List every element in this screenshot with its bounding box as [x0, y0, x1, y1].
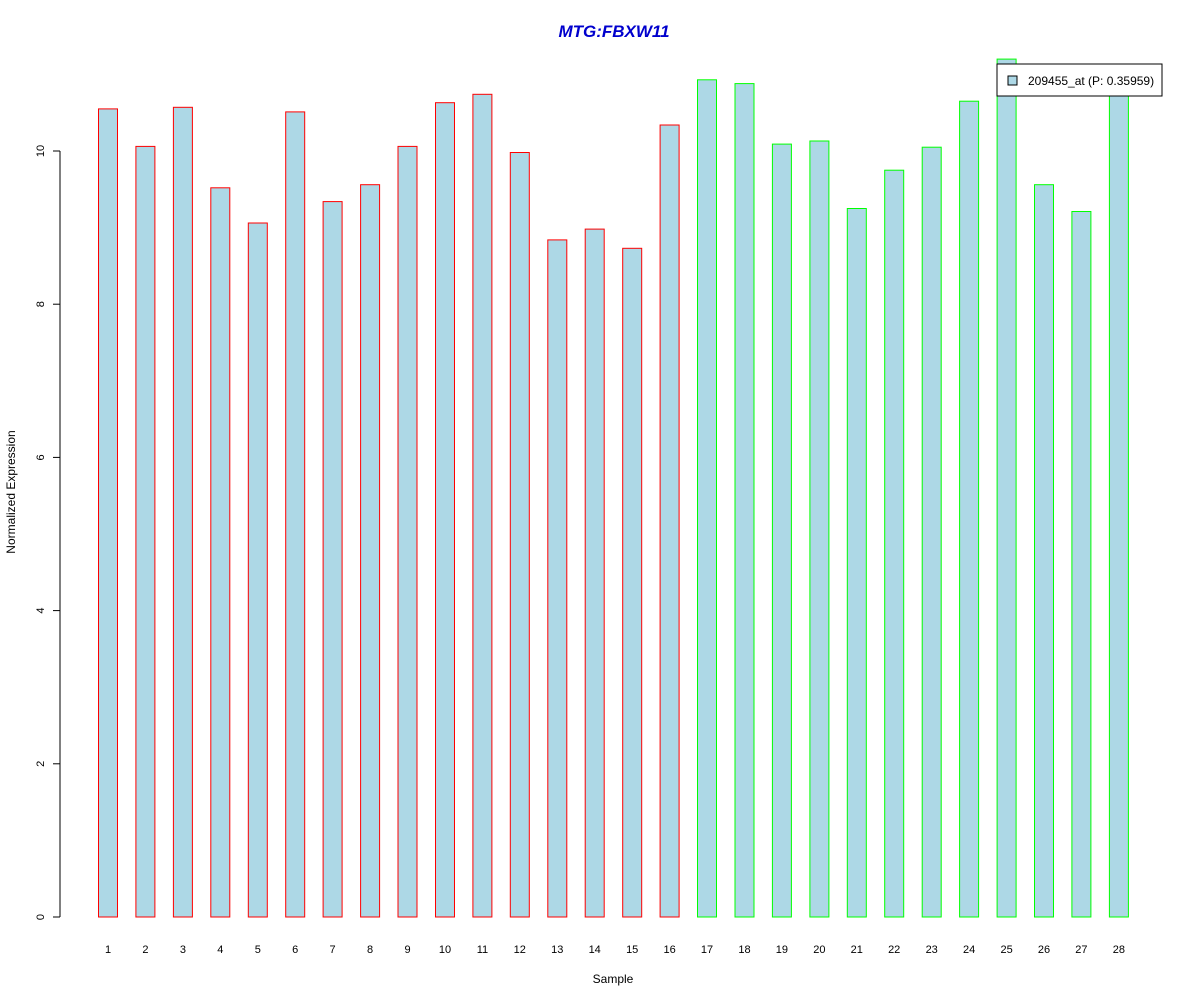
bar-sample-20: [809, 140, 830, 918]
x-tick-label: 22: [888, 944, 900, 956]
bar-sample-21: [846, 208, 867, 918]
x-tick-label: 8: [367, 944, 373, 956]
x-axis-labels: 1 2 3 4 5 6 7 8 9 10 11 12 13 14 15 16 17 18 19 20 21 22 23 24 2…: [105, 944, 1125, 956]
bar-sample-13: [547, 239, 568, 918]
x-tick-label: 16: [663, 944, 675, 956]
x-tick-label: 20: [813, 944, 825, 956]
legend-box: [996, 63, 1163, 97]
bar-sample-6: [285, 111, 306, 918]
x-tick-label: 13: [551, 944, 563, 956]
bar-sample-22: [884, 169, 905, 918]
bar-sample-26: [1034, 184, 1054, 918]
y-tick-label: 10: [35, 145, 47, 157]
bar-sample-24: [959, 100, 980, 918]
chart-title: MTG:FBXW11: [558, 22, 669, 41]
bar-sample-7: [322, 201, 343, 918]
bar-sample-27: [1071, 211, 1092, 918]
y-tick-label: 2: [35, 761, 47, 767]
x-tick-label: 12: [514, 944, 526, 956]
x-tick-label: 5: [255, 944, 261, 956]
bar-sample-4: [210, 187, 231, 918]
x-tick-label: 19: [776, 944, 788, 956]
x-tick-label: 14: [589, 944, 601, 956]
bar-sample-5: [247, 222, 268, 918]
y-axis: 0 2 4 6 8 10: [35, 145, 61, 920]
x-tick-label: 9: [404, 944, 410, 956]
bar-sample-11: [472, 93, 493, 918]
bar-sample-10: [435, 102, 455, 918]
y-axis-title: Normalized Expression: [4, 430, 18, 553]
bar-sample-28: [1108, 85, 1129, 918]
legend: 209455_at (P: 0.35959): [996, 63, 1163, 97]
x-tick-label: 2: [142, 944, 148, 956]
bar-sample-1: [98, 108, 118, 918]
bars-group: [98, 58, 1129, 918]
y-tick-label: 4: [35, 608, 47, 614]
x-tick-label: 18: [738, 944, 750, 956]
y-tick-label: 6: [35, 454, 47, 460]
x-tick-label: 10: [439, 944, 451, 956]
bar-sample-18: [734, 83, 755, 918]
x-tick-label: 11: [477, 944, 488, 956]
x-tick-label: 24: [963, 944, 975, 956]
bar-sample-2: [135, 145, 156, 918]
x-tick-label: 4: [217, 944, 223, 956]
x-tick-label: 6: [292, 944, 298, 956]
bar-sample-8: [360, 184, 381, 918]
legend-label: 209455_at (P: 0.35959): [1028, 74, 1154, 88]
x-tick-label: 1: [105, 944, 111, 956]
x-tick-label: 26: [1038, 944, 1050, 956]
x-tick-label: 15: [626, 944, 638, 956]
x-tick-label: 25: [1000, 944, 1012, 956]
x-axis-title: Sample: [593, 972, 634, 986]
bar-sample-23: [921, 146, 942, 918]
y-tick-label: 0: [35, 914, 47, 920]
bar-sample-17: [697, 79, 717, 918]
bar-sample-25: [996, 58, 1017, 918]
x-tick-label: 17: [701, 944, 713, 956]
bar-sample-3: [172, 106, 193, 918]
x-tick-label: 7: [330, 944, 336, 956]
bar-sample-12: [509, 152, 530, 918]
bar-sample-14: [584, 228, 605, 918]
x-tick-label: 23: [926, 944, 938, 956]
bar-sample-16: [659, 124, 680, 918]
x-tick-label: 21: [851, 944, 863, 956]
x-tick-label: 28: [1113, 944, 1125, 956]
x-tick-label: 27: [1075, 944, 1087, 956]
y-tick-label: 8: [35, 301, 47, 307]
bar-sample-9: [397, 145, 418, 918]
bar-sample-15: [622, 247, 643, 918]
legend-swatch: [1007, 75, 1018, 86]
x-tick-label: 3: [180, 944, 186, 956]
bar-sample-19: [771, 143, 792, 918]
